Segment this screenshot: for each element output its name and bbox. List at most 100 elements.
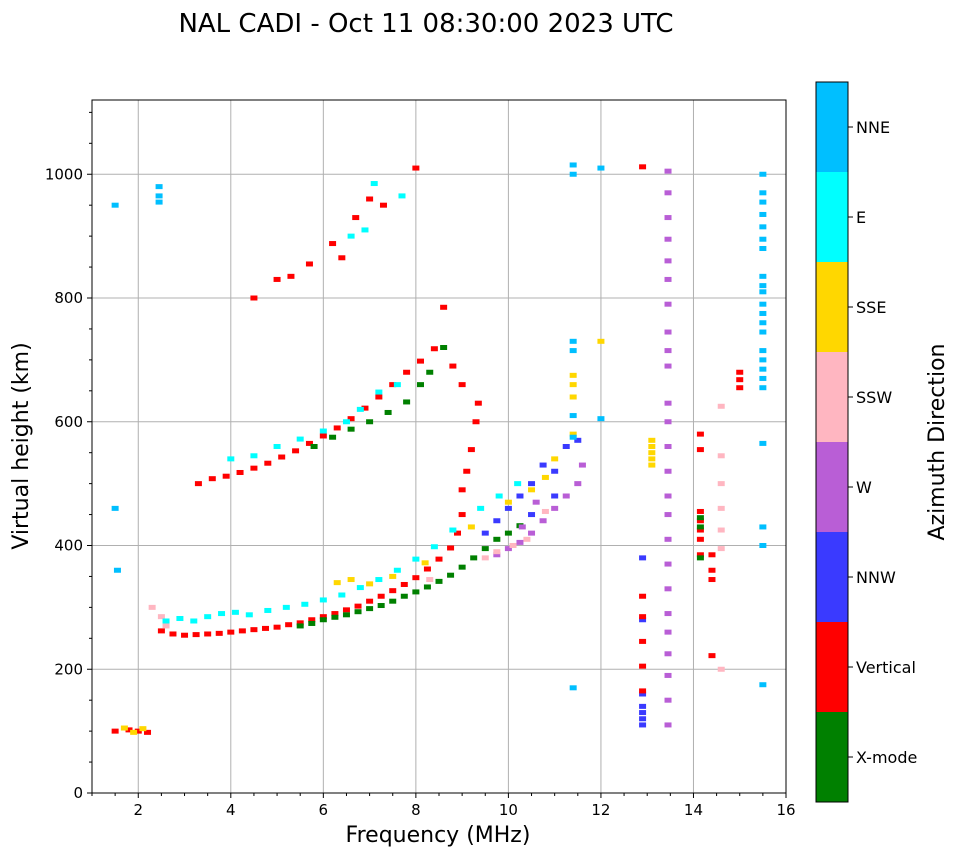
echo-point bbox=[333, 580, 341, 586]
echo-point bbox=[528, 530, 536, 536]
echo-point bbox=[759, 366, 767, 372]
echo-point bbox=[111, 202, 119, 208]
echo-point bbox=[481, 555, 489, 561]
echo-point bbox=[717, 527, 725, 533]
echo-point bbox=[639, 688, 647, 694]
echo-point bbox=[361, 405, 369, 411]
echo-point bbox=[528, 512, 536, 518]
echo-point bbox=[389, 598, 397, 604]
echo-point bbox=[440, 304, 448, 310]
echo-point bbox=[664, 722, 672, 728]
echo-point bbox=[398, 193, 406, 199]
echo-point bbox=[366, 606, 374, 612]
x-tick-label: 6 bbox=[319, 801, 329, 819]
echo-point bbox=[458, 512, 466, 518]
echo-point bbox=[264, 607, 272, 613]
echo-point bbox=[664, 672, 672, 678]
echo-point bbox=[169, 631, 177, 637]
echo-point bbox=[708, 552, 716, 558]
echo-point bbox=[759, 301, 767, 307]
echo-point bbox=[120, 725, 128, 731]
echo-point bbox=[504, 499, 512, 505]
echo-point bbox=[449, 527, 457, 533]
echo-point bbox=[664, 629, 672, 635]
echo-point bbox=[467, 524, 475, 530]
echo-point bbox=[319, 617, 327, 623]
echo-point bbox=[430, 544, 438, 550]
echo-point bbox=[493, 552, 501, 558]
echo-point bbox=[528, 487, 536, 493]
echo-point bbox=[354, 603, 362, 609]
echo-point bbox=[477, 505, 485, 511]
echo-point bbox=[342, 607, 350, 613]
y-tick-label: 600 bbox=[54, 413, 83, 431]
echo-point bbox=[333, 425, 341, 431]
echo-point bbox=[292, 448, 300, 454]
echo-point bbox=[447, 545, 455, 551]
echo-point bbox=[458, 564, 466, 570]
echo-point bbox=[155, 184, 163, 190]
echo-point bbox=[366, 581, 374, 587]
echo-point bbox=[296, 620, 304, 626]
x-axis-label: Frequency (MHz) bbox=[346, 823, 531, 848]
echo-point bbox=[569, 162, 577, 168]
echo-point bbox=[310, 444, 318, 449]
echo-point bbox=[664, 215, 672, 221]
echo-point bbox=[717, 666, 725, 672]
echo-point bbox=[664, 586, 672, 592]
echo-point bbox=[639, 691, 647, 697]
echo-point bbox=[338, 592, 346, 598]
echo-point bbox=[664, 329, 672, 335]
echo-point bbox=[113, 567, 121, 573]
echo-point bbox=[551, 493, 559, 499]
echo-point bbox=[639, 638, 647, 644]
colorbar-swatch bbox=[816, 622, 848, 712]
echo-point bbox=[639, 614, 647, 620]
echo-point bbox=[736, 385, 744, 391]
echo-point bbox=[389, 382, 397, 388]
echo-point bbox=[759, 524, 767, 530]
colorbar-tick-label: X-mode bbox=[856, 748, 917, 767]
echo-point bbox=[639, 555, 647, 561]
echo-point bbox=[493, 536, 501, 542]
echo-point bbox=[696, 508, 704, 514]
echo-point bbox=[495, 493, 503, 499]
echo-point bbox=[759, 357, 767, 363]
y-tick-label: 0 bbox=[73, 784, 83, 802]
echo-point bbox=[509, 543, 517, 548]
echo-point bbox=[717, 481, 725, 487]
echo-point bbox=[648, 437, 656, 443]
echo-point bbox=[696, 527, 704, 533]
colorbar-swatch bbox=[816, 172, 848, 262]
echo-point bbox=[759, 375, 767, 381]
echo-point bbox=[648, 456, 656, 462]
echo-point bbox=[111, 728, 119, 734]
echo-point bbox=[264, 460, 272, 466]
colorbar-tick-label: SSE bbox=[856, 298, 886, 317]
y-tick-label: 400 bbox=[54, 537, 83, 555]
echo-point bbox=[717, 505, 725, 511]
echo-point bbox=[329, 434, 337, 440]
echo-point bbox=[319, 597, 327, 603]
echo-point bbox=[262, 625, 269, 631]
echo-point bbox=[356, 406, 364, 412]
echo-point bbox=[664, 348, 672, 354]
echo-point bbox=[470, 555, 478, 561]
echo-point bbox=[648, 450, 656, 456]
echo-point bbox=[639, 716, 647, 722]
colorbar-tick-label: Vertical bbox=[856, 658, 916, 677]
echo-point bbox=[759, 246, 767, 251]
echo-point bbox=[416, 358, 424, 364]
echo-point bbox=[458, 487, 466, 493]
echo-point bbox=[759, 273, 767, 279]
echo-point bbox=[379, 202, 387, 208]
echo-point bbox=[421, 560, 429, 566]
echo-point bbox=[352, 215, 360, 221]
echo-point bbox=[759, 329, 767, 335]
echo-point bbox=[541, 474, 549, 480]
plot-background bbox=[92, 100, 786, 793]
echo-point bbox=[308, 617, 316, 623]
echo-point bbox=[664, 258, 672, 264]
echo-point bbox=[759, 190, 767, 196]
